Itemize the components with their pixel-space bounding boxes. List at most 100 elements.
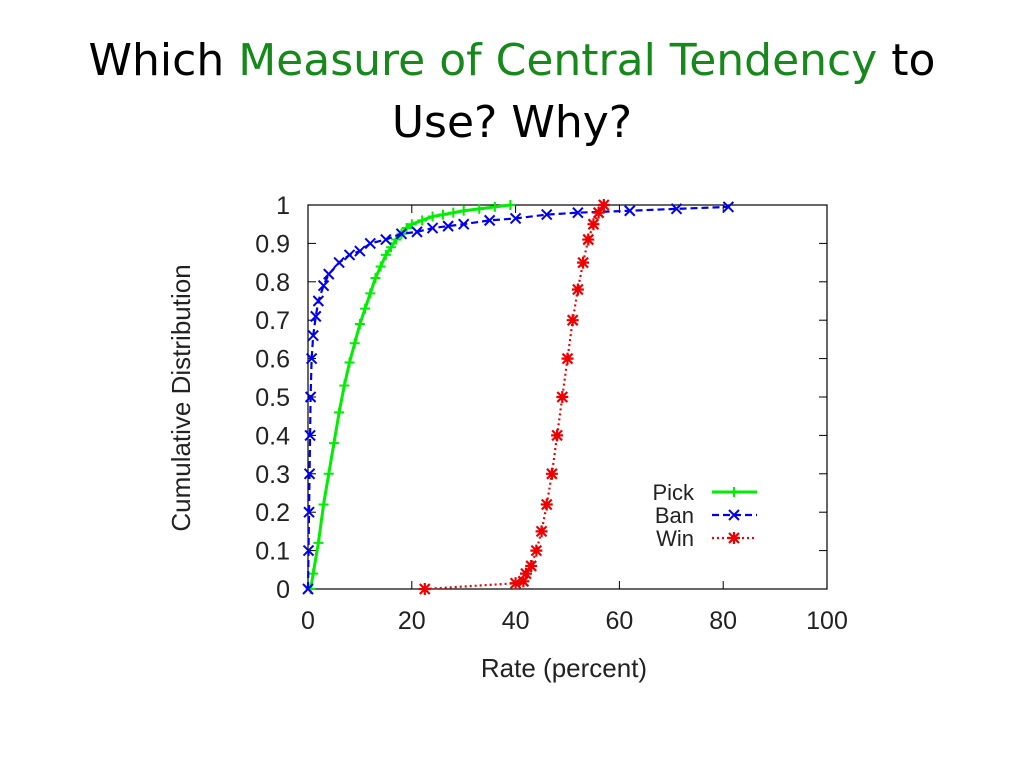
data-point-ban bbox=[442, 220, 454, 232]
data-point-win bbox=[592, 206, 605, 219]
data-point-win bbox=[530, 544, 543, 557]
data-point-ban bbox=[541, 208, 553, 221]
data-point-win bbox=[509, 577, 522, 590]
legend-item-pick: Pick bbox=[652, 480, 757, 505]
y-axis: 0 0.1 0.2 0.3 0.4 0.5 0.6 0.7 0.8 0.9 1 bbox=[255, 192, 827, 604]
x-axis-label: Rate (percent) bbox=[481, 653, 647, 683]
data-point-pick bbox=[474, 203, 485, 214]
data-point-win bbox=[561, 352, 574, 365]
y-tick-label: 0 bbox=[276, 576, 290, 604]
y-tick-label: 0.4 bbox=[255, 422, 290, 450]
data-point-ban bbox=[354, 245, 366, 257]
series-win bbox=[418, 199, 610, 595]
data-point-ban bbox=[722, 201, 735, 213]
data-point-pick bbox=[437, 209, 448, 220]
data-point-win bbox=[577, 256, 590, 269]
legend-item-ban: Ban bbox=[655, 503, 757, 528]
data-point-pick bbox=[448, 207, 459, 218]
data-point-win bbox=[525, 559, 538, 572]
data-point-ban bbox=[303, 468, 316, 480]
y-axis-label: Cumulative Distribution bbox=[166, 264, 196, 531]
y-tick-label: 0.8 bbox=[255, 269, 290, 297]
data-point-pick bbox=[458, 205, 469, 216]
series-layer bbox=[302, 199, 735, 595]
y-tick-label: 0.3 bbox=[255, 461, 290, 489]
data-point-pick bbox=[380, 249, 391, 260]
data-point-pick bbox=[339, 380, 350, 391]
data-point-pick bbox=[417, 215, 428, 226]
data-point-ban bbox=[457, 218, 470, 230]
data-point-pick bbox=[334, 407, 345, 418]
data-point-ban bbox=[364, 237, 376, 250]
data-point-pick bbox=[360, 303, 371, 314]
title-part-2: to bbox=[877, 35, 936, 86]
x-axis: 0 20 40 60 80 100 bbox=[301, 205, 848, 635]
data-point-pick bbox=[427, 211, 438, 222]
data-point-ban bbox=[310, 310, 322, 323]
data-point-ban bbox=[670, 203, 683, 215]
y-tick-label: 0.5 bbox=[255, 384, 290, 412]
data-point-win bbox=[582, 233, 595, 246]
legend-label: Pick bbox=[652, 480, 695, 505]
data-point-ban bbox=[323, 268, 335, 280]
data-point-ban bbox=[395, 228, 408, 240]
data-point-pick bbox=[313, 537, 324, 548]
data-point-ban bbox=[305, 352, 318, 365]
data-point-win bbox=[551, 429, 564, 442]
slide-title: Which Measure of Central Tendency to Use… bbox=[0, 30, 1024, 154]
data-point-pick bbox=[375, 261, 386, 272]
data-point-ban bbox=[572, 206, 584, 219]
data-point-win bbox=[545, 467, 558, 480]
x-tick-label: 20 bbox=[398, 607, 426, 635]
data-point-ban bbox=[307, 329, 319, 342]
data-point-ban bbox=[426, 222, 439, 234]
y-tick-label: 0.1 bbox=[255, 538, 290, 566]
data-point-win bbox=[519, 567, 532, 580]
data-point-pick bbox=[344, 357, 355, 368]
y-tick-label: 0.2 bbox=[255, 499, 290, 527]
y-tick-label: 0.7 bbox=[255, 307, 290, 335]
data-point-pick bbox=[328, 438, 339, 449]
y-tick-label: 1 bbox=[276, 192, 290, 220]
data-point-win bbox=[597, 199, 610, 211]
data-point-ban bbox=[483, 214, 496, 227]
data-point-ban bbox=[411, 226, 423, 238]
data-point-ban bbox=[509, 212, 522, 225]
title-highlight: Measure of Central Tendency bbox=[238, 35, 878, 86]
data-point-ban bbox=[317, 279, 330, 292]
y-tick-label: 0.9 bbox=[255, 230, 290, 258]
legend-label: Win bbox=[656, 526, 694, 551]
legend-marker bbox=[728, 509, 740, 521]
data-point-pick bbox=[401, 223, 412, 234]
data-point-ban bbox=[624, 205, 636, 217]
data-point-pick bbox=[365, 288, 376, 299]
data-point-win bbox=[517, 575, 530, 588]
x-tick-label: 60 bbox=[605, 607, 633, 635]
data-point-ban bbox=[304, 391, 317, 403]
data-point-pick bbox=[323, 468, 334, 479]
x-tick-label: 80 bbox=[709, 607, 737, 635]
data-point-ban bbox=[333, 256, 345, 269]
data-point-ban bbox=[380, 233, 392, 246]
data-point-ban bbox=[303, 506, 315, 518]
series-ban bbox=[302, 201, 735, 595]
legend-marker bbox=[728, 532, 740, 544]
data-point-pick bbox=[354, 319, 365, 330]
data-point-ban bbox=[304, 429, 316, 442]
x-tick-label: 0 bbox=[301, 607, 315, 635]
title-part-1: Which bbox=[88, 35, 239, 86]
x-tick-label: 40 bbox=[502, 607, 530, 635]
data-point-win bbox=[587, 218, 600, 231]
x-tick-label: 100 bbox=[806, 607, 848, 635]
data-point-ban bbox=[302, 583, 314, 595]
series-pick bbox=[305, 200, 516, 594]
series-line-win bbox=[424, 204, 605, 591]
data-point-win bbox=[418, 583, 431, 595]
legend-item-win: Win bbox=[656, 526, 757, 551]
cdf-chart: 0 0.1 0.2 0.3 0.4 0.5 0.6 0.7 0.8 0.9 1 0 20 40 60 80 1… bbox=[166, 192, 848, 683]
data-point-win bbox=[540, 498, 553, 511]
title-line-2: Use? Why? bbox=[391, 97, 633, 148]
data-point-pick bbox=[308, 568, 319, 579]
data-point-win bbox=[571, 283, 584, 296]
